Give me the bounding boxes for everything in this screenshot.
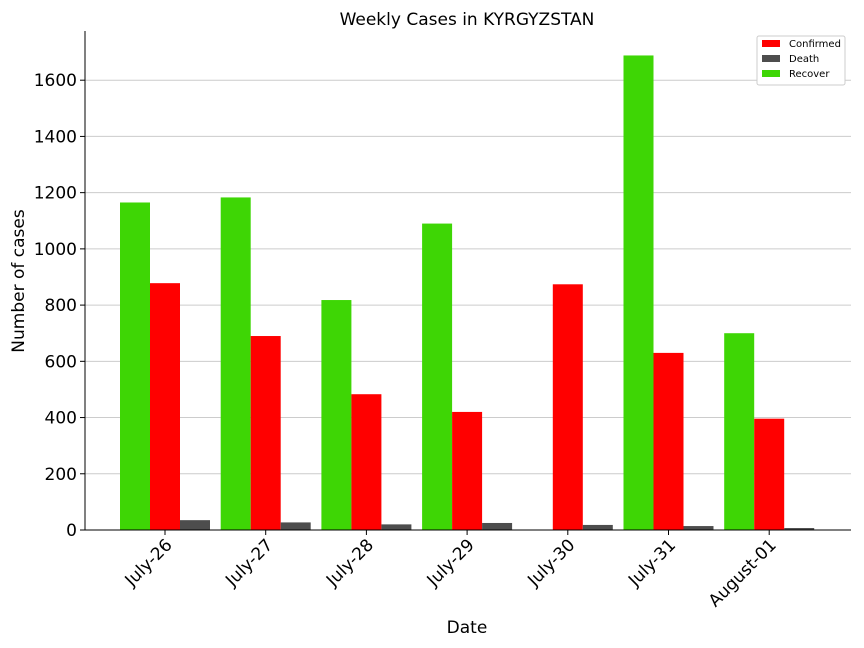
y-ticks: 0 200 400 600 800 1000 1200 1400 1600 (34, 71, 85, 541)
legend-label-death: Death (789, 54, 819, 65)
x-tick-label: July-27 (221, 535, 277, 591)
bar-confirmed-july-26 (150, 283, 180, 530)
legend-swatch-recover (762, 70, 780, 77)
y-tick-label: 600 (45, 352, 77, 372)
y-tick-label: 0 (66, 521, 77, 541)
x-tick-label: July-29 (423, 535, 479, 591)
legend: Confirmed Death Recover (756, 35, 846, 86)
legend-swatch-death (762, 55, 780, 62)
axes-group (84, 31, 851, 531)
bar-recover-july-26 (120, 202, 150, 531)
x-axis-label: Date (447, 618, 488, 638)
legend-label-recover: Recover (789, 69, 830, 80)
y-tick-label: 1200 (34, 184, 77, 204)
bar-death-july-30 (582, 524, 613, 530)
y-tick-label: 1400 (34, 127, 77, 147)
bar-recover-july-28 (321, 300, 352, 530)
x-tick-label: August-01 (705, 535, 781, 611)
bar-confirmed-july-29 (452, 411, 483, 530)
bar-death-august-01 (784, 528, 815, 530)
x-tick-label: July-26 (121, 535, 177, 591)
y-tick-label: 400 (45, 409, 77, 429)
bar-recover-august-01 (724, 333, 755, 530)
y-tick-label: 200 (45, 465, 77, 485)
grid-lines (85, 79, 851, 475)
x-ticks: July-26 July-27 July-28 July-29 July-30 July-… (121, 530, 781, 611)
bars-group (120, 55, 815, 531)
x-tick-label: July-31 (624, 535, 680, 591)
bar-confirmed-july-27 (250, 336, 281, 530)
bar-confirmed-july-28 (351, 394, 382, 530)
chart-title: Weekly Cases in KYRGYZSTAN (340, 10, 595, 30)
bar-confirmed-august-01 (754, 418, 785, 530)
bar-death-july-26 (180, 520, 210, 530)
bar-recover-july-31 (623, 55, 654, 530)
bar-death-july-28 (381, 524, 412, 530)
legend-swatch-confirmed (762, 40, 780, 47)
bar-confirmed-july-30 (552, 284, 583, 530)
x-tick-label: July-30 (523, 535, 579, 591)
x-tick-label: July-28 (322, 535, 378, 591)
bar-confirmed-july-31 (653, 352, 684, 530)
bar-death-july-31 (683, 526, 714, 530)
bar-recover-july-29 (422, 223, 453, 530)
bar-death-july-29 (482, 522, 513, 530)
y-axis-label: Number of cases (9, 209, 29, 353)
y-tick-label: 800 (45, 296, 77, 316)
y-tick-label: 1000 (34, 240, 77, 260)
legend-label-confirmed: Confirmed (789, 39, 841, 50)
bar-death-july-27 (280, 522, 311, 530)
bar-recover-july-27 (220, 197, 251, 530)
y-tick-label: 1600 (34, 71, 77, 91)
